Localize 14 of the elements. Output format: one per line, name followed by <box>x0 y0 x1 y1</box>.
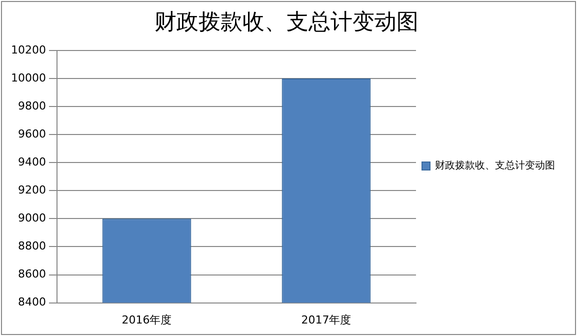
y-tick-label: 8600 <box>18 268 46 281</box>
y-tick-label: 9200 <box>18 183 46 196</box>
y-tick-label: 10000 <box>10 71 46 84</box>
y-tick-label: 9800 <box>18 99 46 112</box>
legend-label: 财政拨款收、支总计变动图 <box>435 160 555 172</box>
y-tick-label: 8800 <box>18 240 46 253</box>
chart-title: 财政拨款收、支总计变动图 <box>154 10 418 35</box>
y-tick-label: 9600 <box>18 127 46 140</box>
y-tick-label: 9400 <box>18 155 46 168</box>
y-tick-label: 9000 <box>18 212 46 225</box>
x-tick-label: 2016年度 <box>122 313 172 326</box>
y-tick-label: 10200 <box>10 43 46 56</box>
x-tick-label: 2017年度 <box>301 313 352 326</box>
y-tick-label: 8400 <box>18 296 46 309</box>
